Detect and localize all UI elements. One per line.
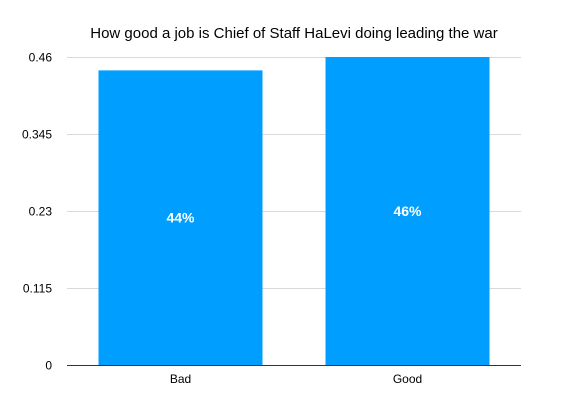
y-tick-label: 0.115	[23, 282, 52, 296]
x-axis: Bad Good	[170, 372, 422, 386]
y-tick-label: 0.46	[29, 51, 53, 65]
bars: 44% 46%	[98, 57, 490, 366]
y-tick-label: 0.345	[22, 128, 52, 142]
bar-value-label: 44%	[166, 210, 195, 226]
bar-bad	[98, 70, 263, 366]
y-tick-label: 0	[45, 359, 52, 373]
chart-title: How good a job is Chief of Staff HaLevi …	[90, 25, 497, 42]
bar-value-label: 46%	[393, 203, 422, 219]
y-axis: 0 0.115 0.23 0.345 0.46	[22, 51, 52, 373]
x-tick-label: Bad	[170, 372, 191, 386]
x-tick-label: Good	[393, 372, 422, 386]
y-tick-label: 0.23	[29, 205, 53, 219]
bar-good	[325, 57, 490, 365]
